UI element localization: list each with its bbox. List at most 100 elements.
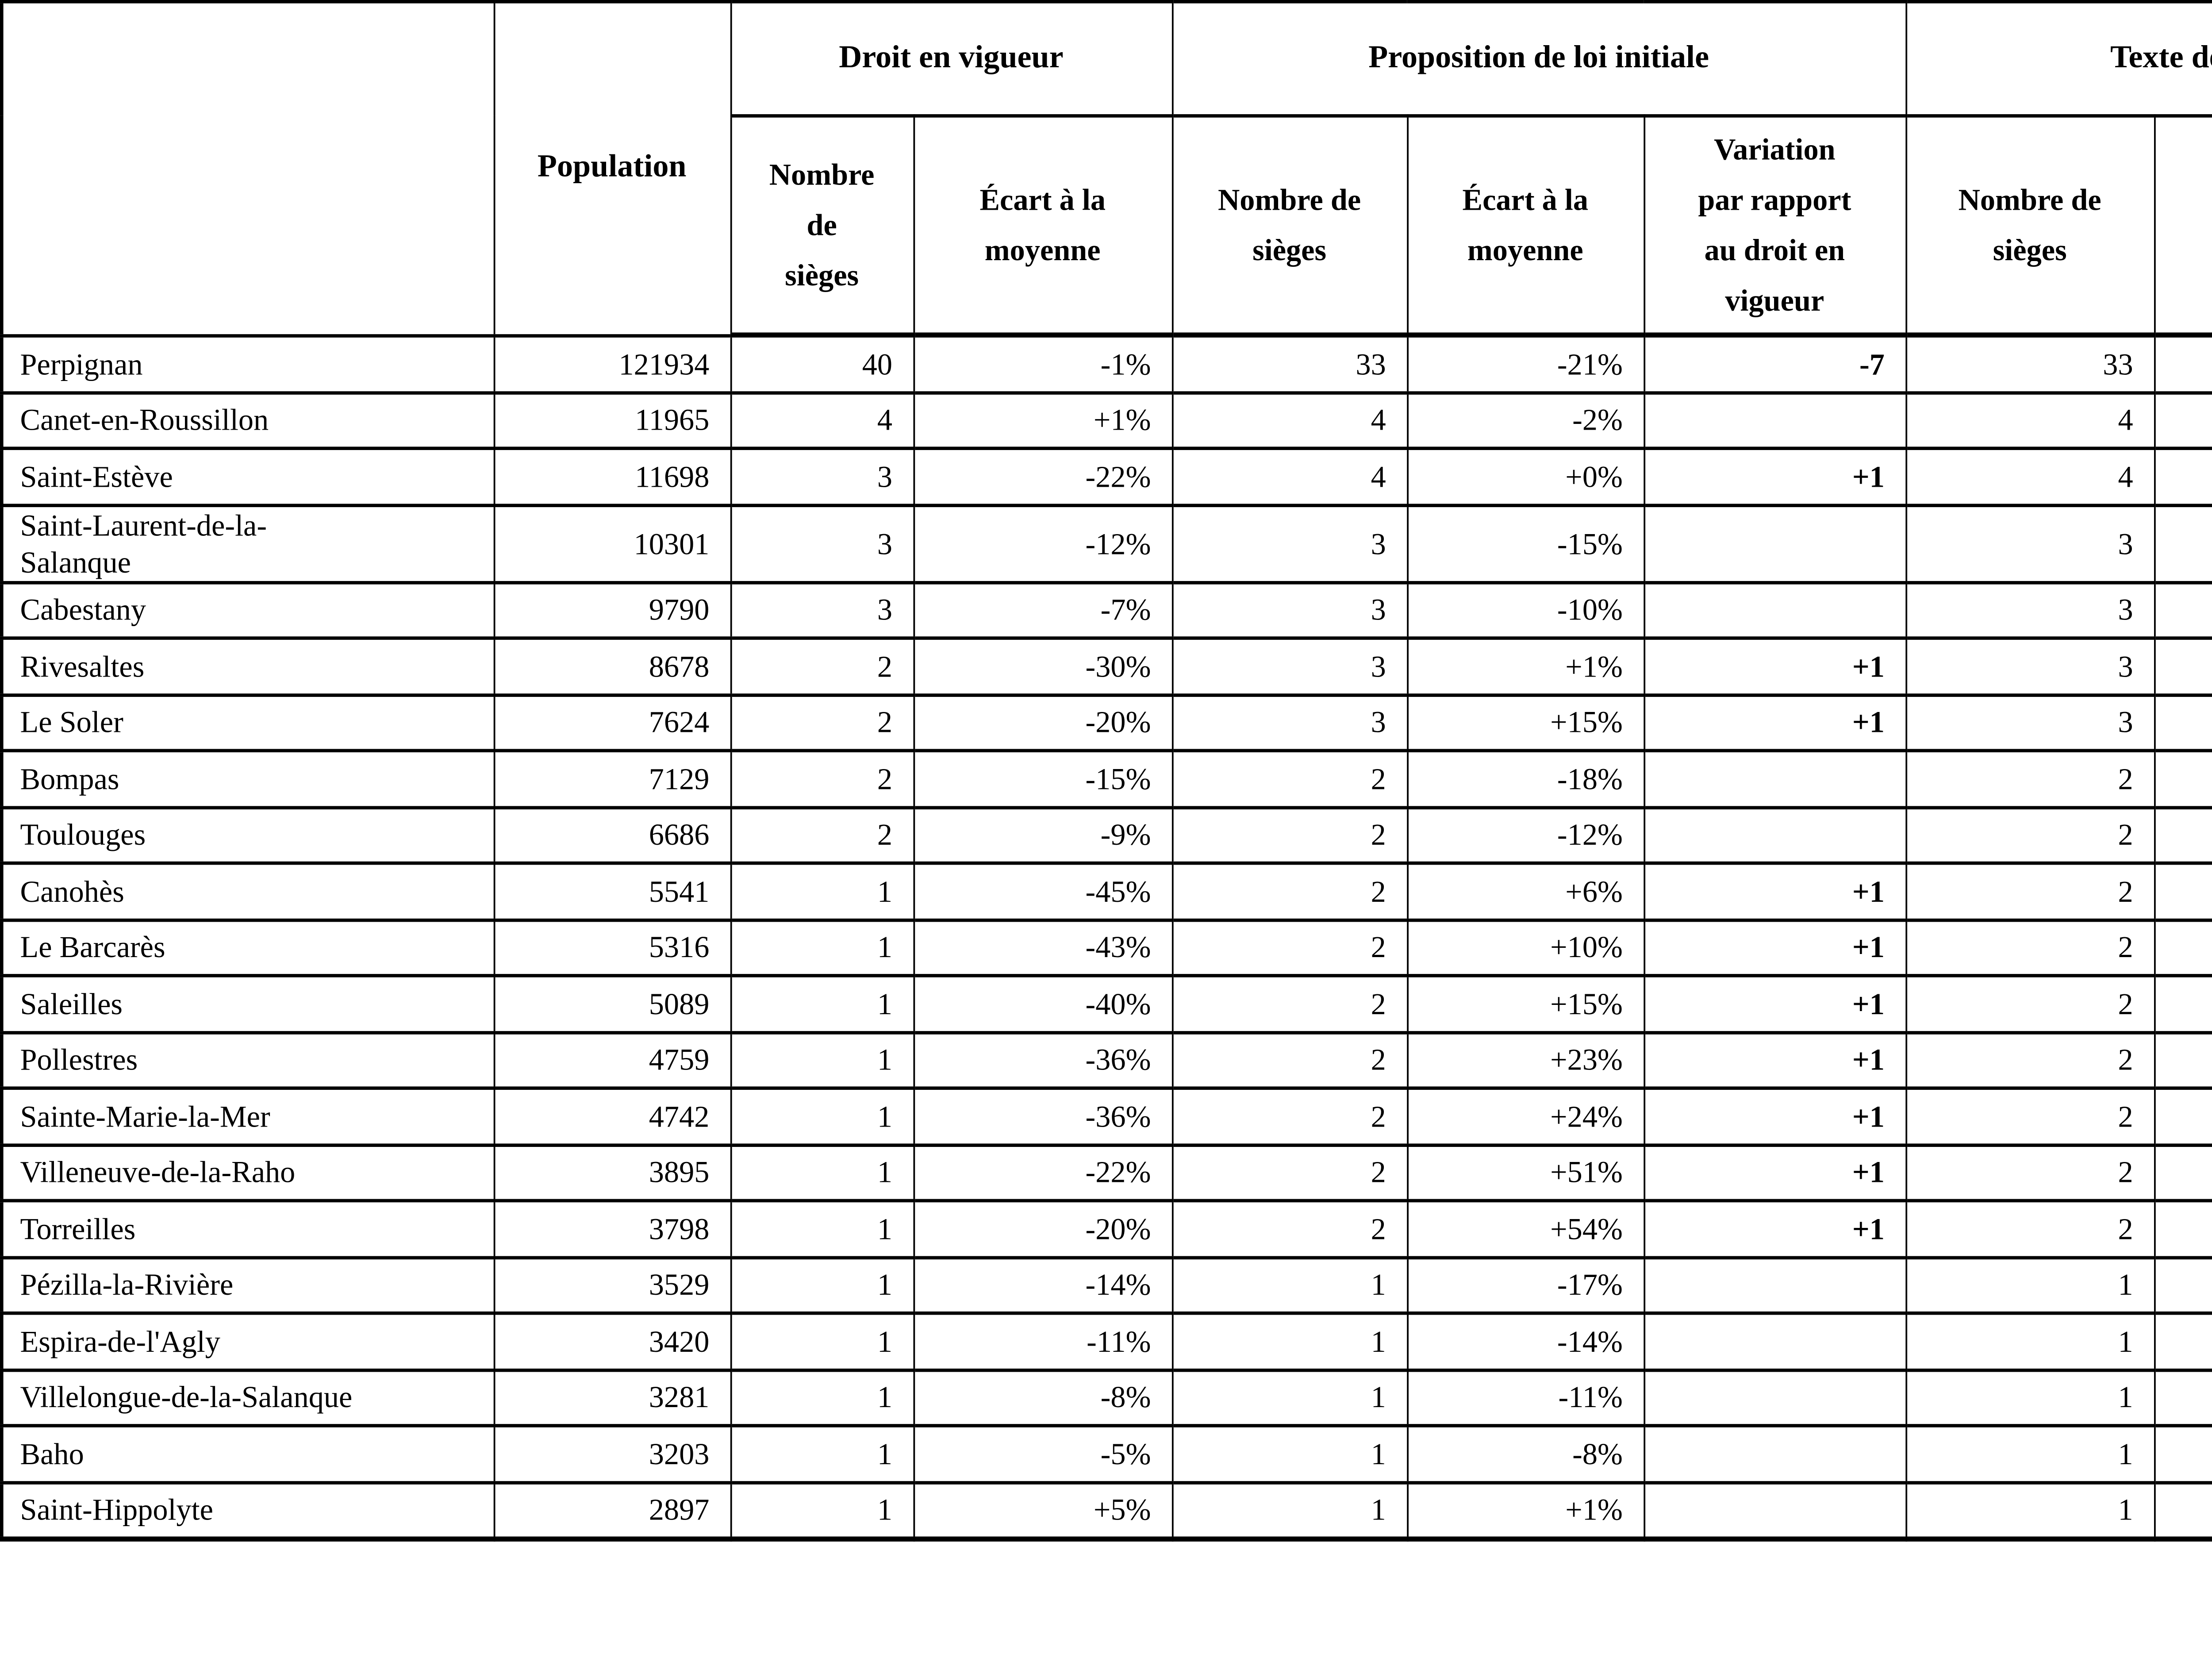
variation-cell: +1	[1643, 446, 1907, 507]
ecart-cell: -2%	[2153, 390, 2212, 450]
table-row: Villelongue-de-la-Salanque 3281 1 -8% 1 -11% 1…	[0, 1368, 2212, 1427]
sieges-cell: 1	[729, 1086, 914, 1146]
sieges-cell: 33	[1171, 333, 1408, 394]
sieges-cell: 1	[729, 1368, 914, 1427]
sieges-cell: 3	[1905, 580, 2155, 640]
ecart-cell: -21%	[1406, 333, 1645, 394]
ecart-cell: -15%	[2153, 503, 2212, 584]
sieges-cell: 3	[1171, 692, 1408, 753]
sieges-cell: 40	[729, 333, 914, 394]
commune-cell: Espira-de-l'Agly	[0, 1311, 495, 1371]
ecart-cell: +1%	[912, 390, 1173, 450]
sieges-cell: 2	[729, 805, 914, 865]
commune-cell: Torreilles	[0, 1199, 495, 1259]
ecart-cell: +1%	[1406, 1480, 1645, 1541]
sieges-cell: 3	[1171, 636, 1408, 696]
ecart-cell: +6%	[1406, 861, 1645, 921]
ecart-cell: +54%	[1406, 1199, 1645, 1259]
ecart-cell: -30%	[912, 636, 1173, 696]
ecart-cell: +6%	[2153, 861, 2212, 921]
commune-cell: Canohès	[0, 861, 495, 921]
ecart-cell: -8%	[2153, 1424, 2212, 1484]
commune-cell: Bompas	[0, 749, 495, 809]
ecart-cell: +15%	[1406, 692, 1645, 753]
ecart-cell: +15%	[2153, 692, 2212, 753]
sieges-cell: 2	[1171, 805, 1408, 865]
variation-cell	[1643, 390, 1907, 450]
sieges-cell: 2	[1905, 805, 2155, 865]
sieges-cell: 1	[1905, 1255, 2155, 1315]
ecart-cell: +5%	[912, 1480, 1173, 1541]
ecart-cell: -14%	[1406, 1311, 1645, 1371]
sieges-cell: 3	[1905, 636, 2155, 696]
population-cell: 5541	[492, 861, 731, 921]
variation-cell	[1643, 503, 1907, 584]
population-cell: 5316	[492, 918, 731, 977]
ecart-cell: +10%	[1406, 918, 1645, 977]
sieges-cell: 3	[729, 580, 914, 640]
commune-cell: Le Barcarès	[0, 918, 495, 977]
ecart-cell: -11%	[1406, 1368, 1645, 1427]
sieges-cell: 1	[729, 918, 914, 977]
ecart-cell: -22%	[912, 1143, 1173, 1203]
commune-cell: Saint-Laurent-de-la- Salanque	[0, 503, 495, 584]
variation-cell: +1	[1643, 918, 1907, 977]
sieges-cell: 2	[1905, 918, 2155, 977]
ecart-cell: -17%	[2153, 1255, 2212, 1315]
population-cell: 3895	[492, 1143, 731, 1203]
commune-cell: Saleilles	[0, 974, 495, 1034]
variation-cell	[1643, 805, 1907, 865]
variation-cell: +1	[1643, 1143, 1907, 1203]
ecart-cell: +0%	[2153, 446, 2212, 507]
population-cell: 3420	[492, 1311, 731, 1371]
ecart-cell: +23%	[1406, 1030, 1645, 1090]
ecart-cell: +24%	[1406, 1086, 1645, 1146]
sieges-cell: 1	[729, 974, 914, 1034]
variation-cell	[1643, 1255, 1907, 1315]
ecart-cell: -12%	[1406, 805, 1645, 865]
population-cell: 9790	[492, 580, 731, 640]
sieges-cell: 2	[1171, 749, 1408, 809]
table-row: Villeneuve-de-la-Raho38951-22%2+51%+12+5…	[0, 1143, 2212, 1203]
ecart-cell: +51%	[1406, 1143, 1645, 1203]
ecart-cell: -22%	[912, 446, 1173, 507]
sieges-cell: 1	[1905, 1311, 2155, 1371]
commune-cell: Saint-Estève	[0, 446, 495, 507]
table-row: Sainte-Marie-la-Mer47421-36%2+24%+12+24%…	[0, 1086, 2212, 1146]
population-cell: 2897	[492, 1480, 731, 1541]
sieges-cell: 2	[1905, 1199, 2155, 1259]
sieges-cell: 2	[729, 749, 914, 809]
ecart-cell: -8%	[912, 1368, 1173, 1427]
sub-header-row: Nombre de sièges Écart à la moyenne Nomb…	[2, 114, 2212, 338]
sieges-cell: 2	[1905, 1030, 2155, 1090]
sieges-cell: 2	[1905, 974, 2155, 1034]
ecart-cell: +23%	[2153, 1030, 2212, 1090]
variation-cell: +1	[1643, 1030, 1907, 1090]
sieges-cell: 2	[1905, 1143, 2155, 1203]
ecart-cell: +1%	[2153, 1480, 2212, 1541]
population-cell: 121934	[492, 333, 731, 394]
sieges-cell: 1	[729, 1143, 914, 1203]
ecart-cell: -18%	[2153, 749, 2212, 809]
ecart-cell: -11%	[912, 1311, 1173, 1371]
table-row: Saint-Laurent-de-la- Salanque 10301 3 -12% 3…	[0, 503, 2212, 584]
ecart-cell: -45%	[912, 861, 1173, 921]
sieges-cell: 1	[729, 1311, 914, 1371]
variation-cell	[1643, 1480, 1907, 1541]
population-cell: 5089	[492, 974, 731, 1034]
ecart-cell: -12%	[2153, 805, 2212, 865]
sieges-cell: 2	[1171, 1030, 1408, 1090]
ecart-cell: -10%	[2153, 580, 2212, 640]
population-cell: 3203	[492, 1424, 731, 1484]
variation-cell	[1643, 1424, 1907, 1484]
sieges-cell: 2	[1171, 1086, 1408, 1146]
